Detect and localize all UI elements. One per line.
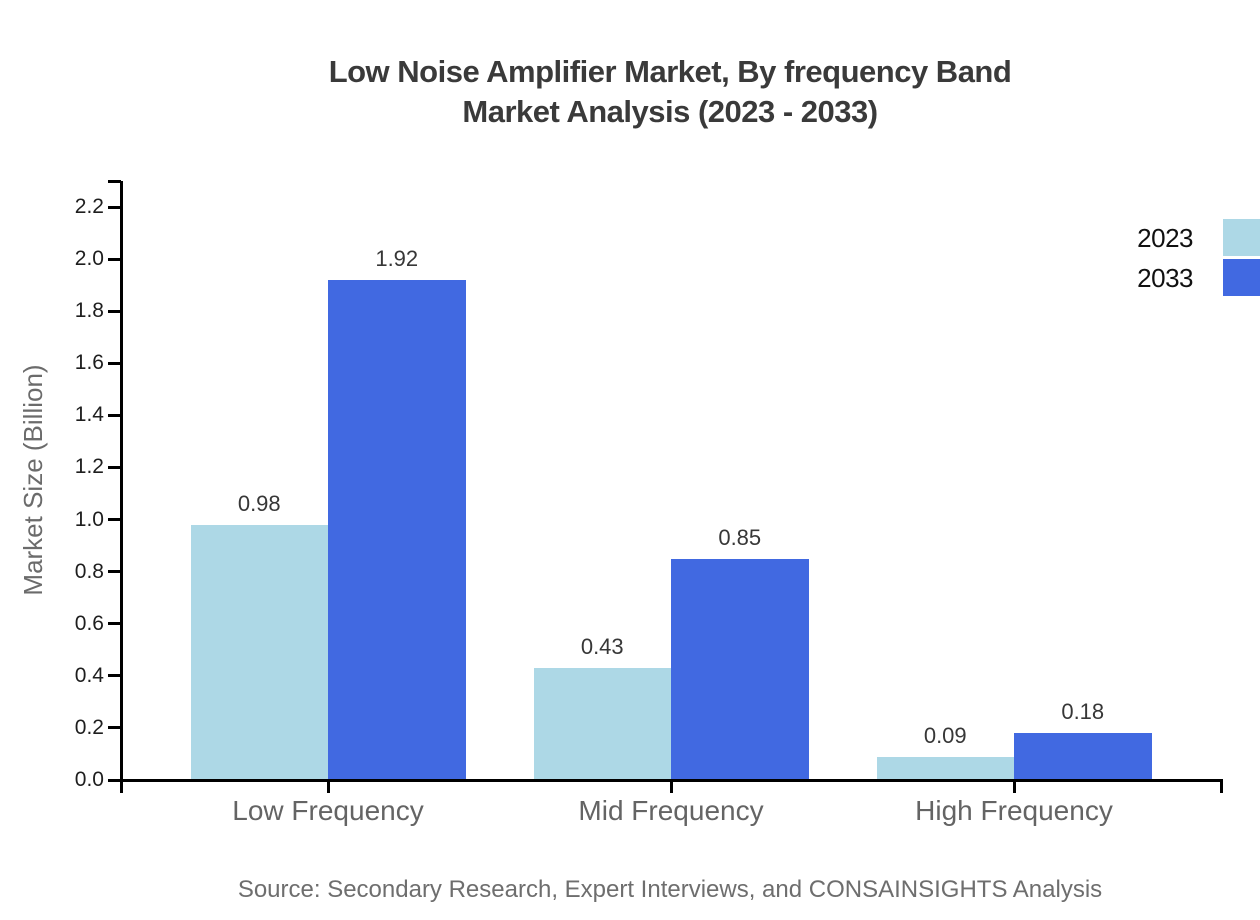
x-axis-end-tick <box>1219 780 1223 793</box>
legend-label-2023: 2023 <box>1137 222 1193 253</box>
bar-mid-frequency-2023 <box>533 668 671 781</box>
y-tick-0.4 <box>108 674 121 678</box>
chart-title: Low Noise Amplifier Market, By frequency… <box>80 52 1260 132</box>
chart-title-line2: Market Analysis (2023 - 2033) <box>462 94 878 129</box>
y-tick-label-1.4: 1.4 <box>74 403 104 427</box>
y-tick-1.6 <box>108 361 121 365</box>
x-tick-low-frequency <box>326 780 330 793</box>
bar-high-frequency-2033 <box>1014 733 1152 781</box>
y-tick-label-0.0: 0.0 <box>74 768 104 791</box>
y-tick-1.2 <box>108 465 121 469</box>
y-tick-label-0.8: 0.8 <box>74 559 104 583</box>
chart-title-line1: Low Noise Amplifier Market, By frequency… <box>328 54 1012 89</box>
y-tick-0.2 <box>108 726 121 730</box>
y-axis-end-tick <box>108 179 121 183</box>
category-label-low-frequency: Low Frequency <box>232 795 424 826</box>
x-tick-mid-frequency <box>669 780 673 793</box>
category-label-mid-frequency: Mid Frequency <box>578 795 764 826</box>
legend-swatch-2023 <box>1223 219 1260 256</box>
legend-swatch-2033 <box>1223 259 1260 296</box>
value-label-high-frequency-2023: 0.09 <box>923 722 967 748</box>
value-label-mid-frequency-2033: 0.85 <box>718 524 762 550</box>
y-tick-label-1.2: 1.2 <box>74 455 104 479</box>
legend-label-2033: 2033 <box>1137 262 1193 293</box>
source-text: Source: Secondary Research, Expert Inter… <box>237 876 1103 903</box>
y-tick-1.8 <box>108 309 121 313</box>
bar-low-frequency-2023 <box>190 524 328 781</box>
y-tick-0.8 <box>108 570 121 574</box>
x-tick-high-frequency <box>1012 780 1016 793</box>
value-label-mid-frequency-2023: 0.43 <box>580 634 624 659</box>
y-tick-label-1.0: 1.0 <box>74 507 104 531</box>
y-tick-0.0 <box>108 778 121 782</box>
y-tick-label-0.4: 0.4 <box>74 663 104 687</box>
bar-low-frequency-2033 <box>328 279 466 781</box>
y-tick-label-2.0: 2.0 <box>74 247 104 271</box>
value-label-low-frequency-2023: 0.98 <box>237 490 281 516</box>
y-tick-label-0.6: 0.6 <box>74 611 104 635</box>
value-label-low-frequency-2033: 1.92 <box>375 245 419 271</box>
bar-high-frequency-2023 <box>876 756 1014 781</box>
y-tick-label-2.2: 2.2 <box>74 195 104 218</box>
y-tick-label-1.6: 1.6 <box>74 351 104 375</box>
y-tick-1.0 <box>108 518 121 522</box>
y-tick-label-0.2: 0.2 <box>74 715 104 739</box>
bar-mid-frequency-2033 <box>671 558 809 781</box>
category-label-high-frequency: High Frequency <box>915 795 1113 826</box>
y-axis-spine <box>119 181 123 793</box>
y-tick-label-1.8: 1.8 <box>74 299 104 323</box>
y-tick-1.4 <box>108 413 121 417</box>
value-label-high-frequency-2033: 0.18 <box>1061 699 1105 725</box>
y-tick-2.0 <box>108 257 121 261</box>
y-tick-0.6 <box>108 622 121 626</box>
y-tick-2.2 <box>108 205 121 209</box>
